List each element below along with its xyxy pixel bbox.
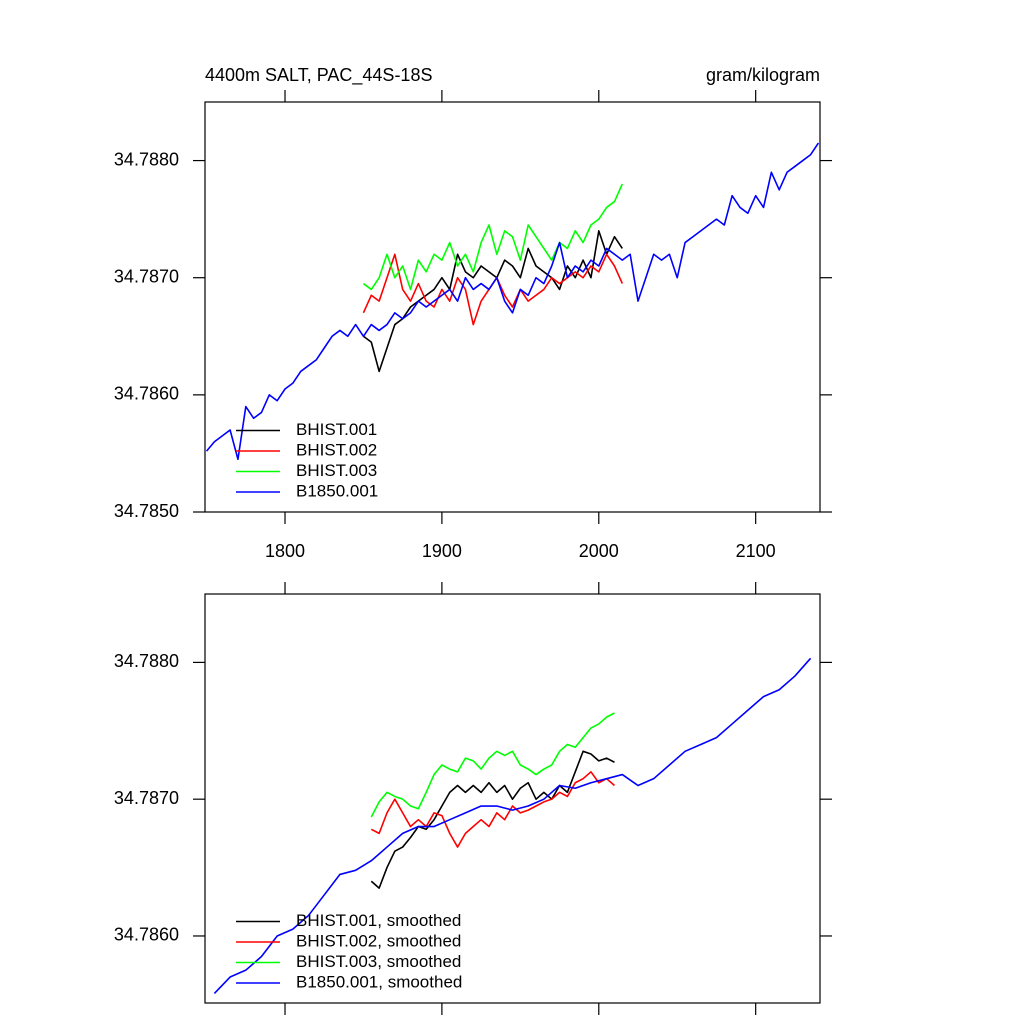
series-line bbox=[370, 712, 615, 818]
y-tick-label: 34.7870 bbox=[114, 788, 179, 808]
y-tick-label: 34.7880 bbox=[114, 651, 179, 671]
y-tick-label: 34.7860 bbox=[114, 384, 179, 404]
legend-label: BHIST.003, smoothed bbox=[296, 952, 461, 971]
x-tick-label: 1900 bbox=[422, 541, 462, 561]
x-tick-label: 2000 bbox=[579, 541, 619, 561]
legend-label: BHIST.001 bbox=[296, 420, 377, 439]
series-line bbox=[370, 750, 615, 889]
legend-label: B1850.001 bbox=[296, 481, 378, 500]
y-tick-label: 34.7850 bbox=[114, 501, 179, 521]
legend-label: B1850.001, smoothed bbox=[296, 972, 462, 991]
legend-label: BHIST.001, smoothed bbox=[296, 911, 461, 930]
series-line bbox=[362, 253, 624, 326]
legend-label: BHIST.003 bbox=[296, 461, 377, 480]
y-tick-label: 34.7880 bbox=[114, 149, 179, 169]
units-label: gram/kilogram bbox=[706, 65, 820, 85]
legend-label: BHIST.002 bbox=[296, 440, 377, 459]
series-line bbox=[362, 183, 624, 291]
series-line bbox=[370, 771, 616, 848]
series-line bbox=[362, 230, 623, 373]
y-tick-label: 34.7860 bbox=[114, 925, 179, 945]
x-tick-label: 1800 bbox=[265, 541, 305, 561]
chart-title: 4400m SALT, PAC_44S-18S bbox=[205, 65, 432, 86]
series-line bbox=[205, 142, 820, 461]
plot-area bbox=[205, 142, 820, 461]
plot-frame bbox=[204, 593, 821, 1004]
legend-label: BHIST.002, smoothed bbox=[296, 931, 461, 950]
plot-frame bbox=[204, 101, 821, 513]
series-line bbox=[213, 657, 812, 994]
plot-area bbox=[213, 657, 812, 994]
x-tick-label: 2100 bbox=[736, 541, 776, 561]
y-tick-label: 34.7870 bbox=[114, 266, 179, 286]
